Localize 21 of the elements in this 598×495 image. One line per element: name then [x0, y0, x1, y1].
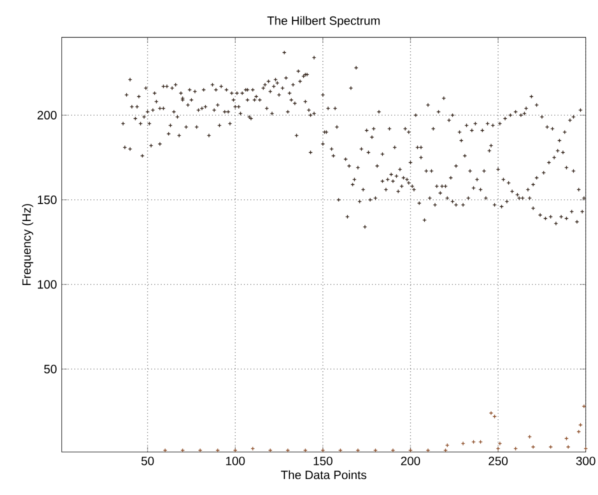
- point: [496, 446, 500, 451]
- point: [564, 436, 569, 441]
- x-tick-label: 50: [141, 456, 154, 466]
- point: [514, 446, 518, 451]
- chart-title: The Hilbert Spectrum: [267, 16, 380, 28]
- point: [492, 414, 497, 419]
- x-tick-label: 300: [576, 456, 596, 466]
- point: [460, 441, 466, 446]
- x-axis-title: The Data Points: [280, 470, 366, 480]
- y-tick-label: 50: [44, 364, 57, 374]
- point: [488, 410, 494, 416]
- x-tick-label: 150: [314, 456, 332, 466]
- point: [578, 422, 583, 428]
- x-tick-label: 100: [226, 456, 245, 466]
- y-axis-title: Frequency (Hz): [22, 204, 34, 286]
- y-tick-label: 100: [38, 280, 57, 289]
- x-tick-label: 200: [401, 456, 420, 466]
- x-tick-label: 250: [488, 456, 508, 466]
- y-tick-label: 200: [38, 110, 57, 120]
- point: [498, 441, 502, 446]
- y-tick-label: 150: [38, 196, 57, 204]
